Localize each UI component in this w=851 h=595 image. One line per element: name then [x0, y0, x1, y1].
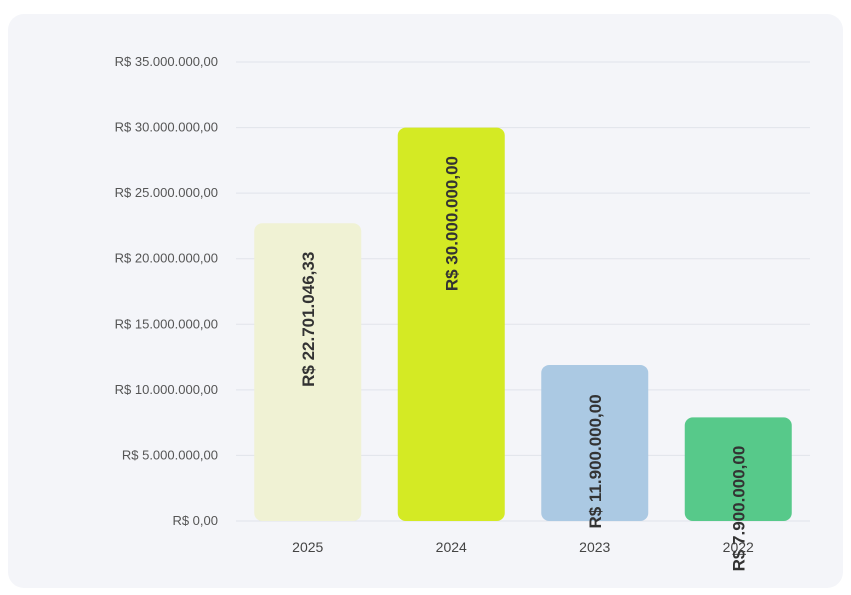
y-tick-label: R$ 15.000.000,00 [115, 316, 218, 331]
y-tick-label: R$ 35.000.000,00 [115, 54, 218, 69]
data-label-2024: R$ 30.000.000,00 [442, 156, 461, 291]
bar-2024 [397, 127, 505, 522]
bar-2025 [254, 223, 362, 521]
x-tick-label: 2024 [436, 539, 467, 555]
x-tick-label: 2022 [723, 539, 754, 555]
data-label-2022: R$ 7.900.000,00 [729, 446, 748, 572]
x-tick-label: 2023 [579, 539, 610, 555]
data-label-2025: R$ 22.701.046,33 [299, 252, 318, 387]
data-labels: R$ 22.701.046,33 R$ 30.000.000,00 R$ 11.90… [299, 156, 749, 571]
y-tick-label: R$ 30.000.000,00 [115, 120, 218, 135]
x-tick-label: 2025 [292, 539, 323, 555]
bars [254, 127, 792, 522]
bar-2022 [684, 417, 792, 521]
x-axis: 2025 2024 2023 2022 [292, 539, 754, 555]
y-tick-label: R$ 10.000.000,00 [115, 382, 218, 397]
y-tick-label: R$ 5.000.000,00 [122, 447, 218, 462]
bar-2023 [541, 364, 649, 521]
y-tick-label: R$ 25.000.000,00 [115, 185, 218, 200]
y-axis: R$ 0,00 R$ 5.000.000,00 R$ 10.000.000,00 R$… [115, 54, 218, 528]
y-tick-label: R$ 0,00 [172, 513, 218, 528]
data-label-2023: R$ 11.900.000,00 [586, 394, 605, 528]
y-tick-label: R$ 20.000.000,00 [115, 251, 218, 266]
